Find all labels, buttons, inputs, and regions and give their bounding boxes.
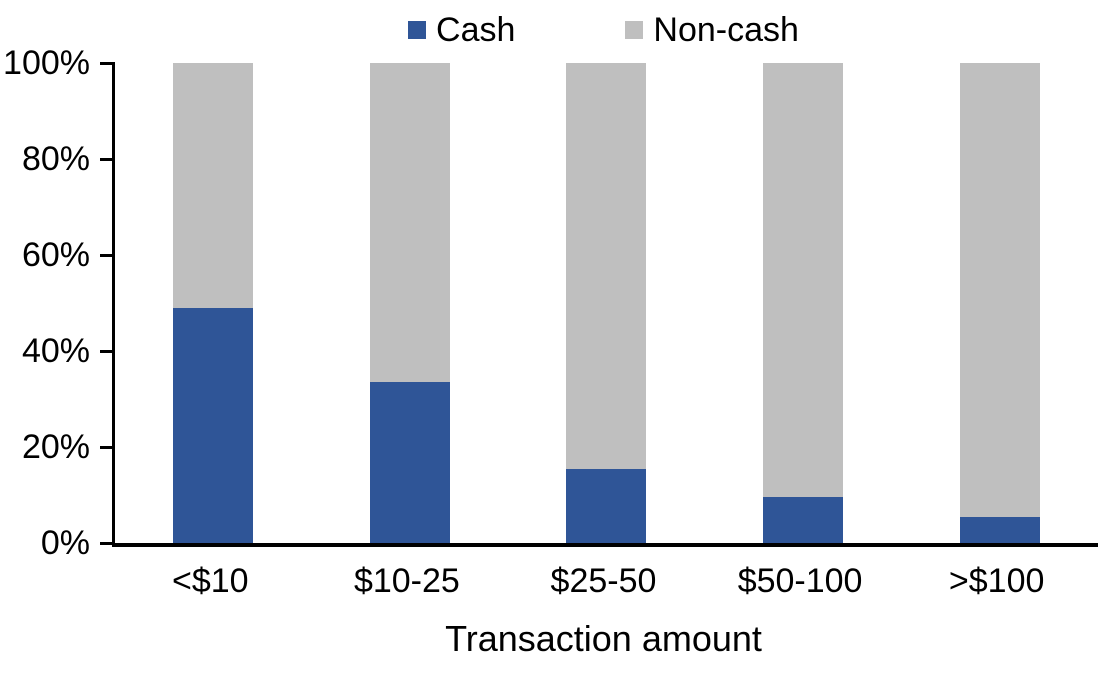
legend-swatch-cash-icon <box>408 21 427 39</box>
y-axis-tick-label: 0% <box>40 524 90 562</box>
bar-segment-cash-10 <box>173 307 254 543</box>
bar-100 <box>959 63 1040 543</box>
x-axis-category-label-10-25: $10-25 <box>353 562 460 600</box>
plot-area: 0% 20% 40% 60% 80% 100% <box>3 46 1098 560</box>
y-axis-tick <box>100 61 115 65</box>
bar-segment-cash-10-25 <box>369 382 450 543</box>
x-axis-category-label-10: <$10 <box>172 562 249 600</box>
legend-label-non-cash: Non-cash <box>653 11 799 49</box>
bar-slots <box>115 63 1098 543</box>
bar-slot-100 <box>901 63 1098 543</box>
bar-25-50 <box>566 63 647 543</box>
bar-slot-10 <box>115 63 312 543</box>
bar-50-100 <box>763 63 844 543</box>
bar-segment-non-cash-10-25 <box>369 63 450 383</box>
bar-segment-non-cash-100 <box>959 63 1040 517</box>
bar-segment-cash-50-100 <box>763 497 844 543</box>
bar-segment-non-cash-10 <box>173 63 254 308</box>
bar-slot-50-100 <box>705 63 902 543</box>
bar-slot-10-25 <box>312 63 509 543</box>
y-axis-tick <box>100 541 115 545</box>
y-axis-tick <box>100 157 115 161</box>
legend-swatch-non-cash-icon <box>625 21 644 39</box>
bar-segment-cash-100 <box>959 516 1040 543</box>
legend-item-non-cash: Non-cash <box>625 13 799 47</box>
y-axis-tick-label: 20% <box>21 428 90 466</box>
y-axis-tick <box>100 253 115 257</box>
legend: Cash Non-cash <box>112 6 1095 54</box>
y-axis-tick <box>100 349 115 353</box>
legend-label-cash: Cash <box>436 11 516 49</box>
y-axis-tick-label: 60% <box>21 236 90 274</box>
bar-segment-non-cash-50-100 <box>763 63 844 498</box>
x-axis-category-label-25-50: $25-50 <box>550 562 657 600</box>
legend-item-cash: Cash <box>408 13 515 47</box>
bar-10 <box>173 63 254 543</box>
x-axis-labels: <$10 $10-25 $25-50 $50-100 >$100 <box>112 562 1095 601</box>
bar-slot-25-50 <box>508 63 705 543</box>
bar-segment-non-cash-25-50 <box>566 63 647 469</box>
y-axis-tick-label: 40% <box>21 332 90 370</box>
y-axis-tick-label: 80% <box>21 140 90 178</box>
x-axis-category-label-100: >$100 <box>948 562 1045 600</box>
bar-10-25 <box>369 63 450 543</box>
bar-segment-cash-25-50 <box>566 468 647 543</box>
x-axis-category-label-50-100: $50-100 <box>737 562 863 600</box>
y-axis-tick-label: 100% <box>3 44 90 82</box>
y-axis-tick <box>100 445 115 449</box>
x-axis-title: Transaction amount <box>445 618 762 659</box>
